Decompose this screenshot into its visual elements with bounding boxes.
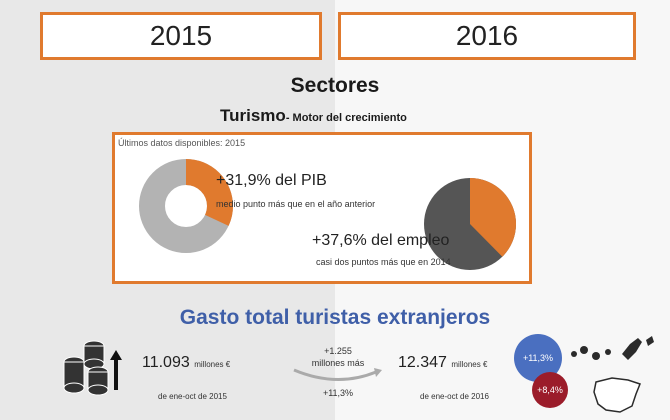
- period-2015: de ene-oct de 2015: [158, 392, 227, 401]
- arrow-curve-icon: [293, 368, 382, 381]
- period-2016: de ene-oct de 2016: [420, 392, 489, 401]
- bubble-spain: +8,4%: [532, 372, 568, 408]
- empleo-pie-share: [470, 178, 516, 257]
- year-2016-box: 2016: [338, 12, 636, 60]
- year-2015-label: 2015: [149, 20, 213, 51]
- bubble-canarias-label: +11,3%: [522, 353, 554, 363]
- amount-2016: 12.347 millones €: [398, 354, 487, 372]
- pib-detail: medio punto más que en el año anterior: [216, 199, 376, 209]
- amount-2015-value: 11.093: [142, 354, 190, 371]
- year-2015-box: 2015: [40, 12, 322, 60]
- tourism-heading: Turismo- Motor del crecimiento: [220, 106, 550, 126]
- tourism-title: Turismo: [220, 106, 286, 125]
- amount-2015-unit: millones €: [194, 360, 231, 369]
- amount-2016-unit: millones €: [451, 360, 488, 369]
- change-percent: +11,3%: [322, 388, 354, 398]
- change-amount: +1.255: [324, 346, 352, 356]
- panel-note: Últimos datos disponibles: 2015: [118, 138, 246, 148]
- year-2016-label: 2016: [455, 20, 519, 51]
- section-title: Sectores: [290, 74, 380, 97]
- empleo-headline: +37,6% del empleo: [312, 232, 450, 249]
- amount-2016-value: 12.347: [398, 354, 447, 371]
- pib-donut-chart: [139, 159, 233, 253]
- tourism-subtitle: - Motor del crecimiento: [285, 112, 407, 124]
- coins-icon: [63, 340, 122, 396]
- empleo-detail: casi dos puntos más que en 2014: [316, 257, 451, 267]
- pib-donut-share: [139, 159, 233, 253]
- spending-title: Gasto total turistas extranjeros: [179, 306, 491, 329]
- empleo-pie-chart: [424, 178, 516, 270]
- change-unit: millones más: [311, 358, 365, 368]
- map-icon: [571, 336, 654, 413]
- amount-2015: 11.093 millones €: [142, 354, 230, 372]
- pib-headline: +31,9% del PIB: [216, 172, 327, 189]
- bubble-spain-label: +8,4%: [537, 385, 563, 395]
